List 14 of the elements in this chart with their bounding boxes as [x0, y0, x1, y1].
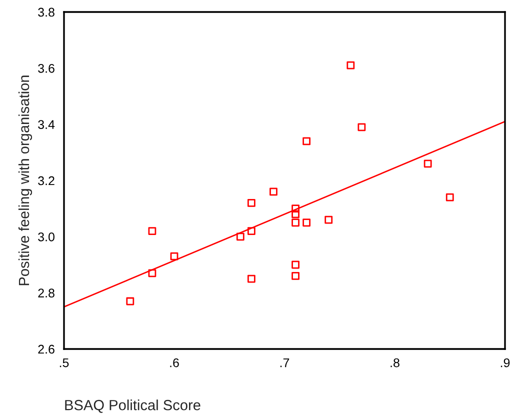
y-tick-label: 2.6: [38, 344, 54, 354]
y-tick-label: 3.2: [38, 176, 54, 186]
y-tick-label: 3.8: [38, 8, 54, 17]
x-tick-label: .7: [280, 358, 290, 368]
x-tick-label: .6: [170, 358, 179, 368]
y-axis-title: Positive feeling with organisation: [18, 76, 32, 286]
x-tick-label: .9: [500, 358, 510, 368]
x-tick-label: .8: [390, 358, 400, 368]
y-tick-label: 3.0: [38, 232, 54, 242]
y-tick-label: 3.4: [38, 120, 55, 129]
y-tick-label: 2.8: [38, 288, 54, 298]
x-axis-title: BSAQ Political Score: [65, 400, 200, 413]
x-tick-label: .5: [60, 358, 69, 368]
y-tick-label: 3.6: [38, 64, 54, 73]
